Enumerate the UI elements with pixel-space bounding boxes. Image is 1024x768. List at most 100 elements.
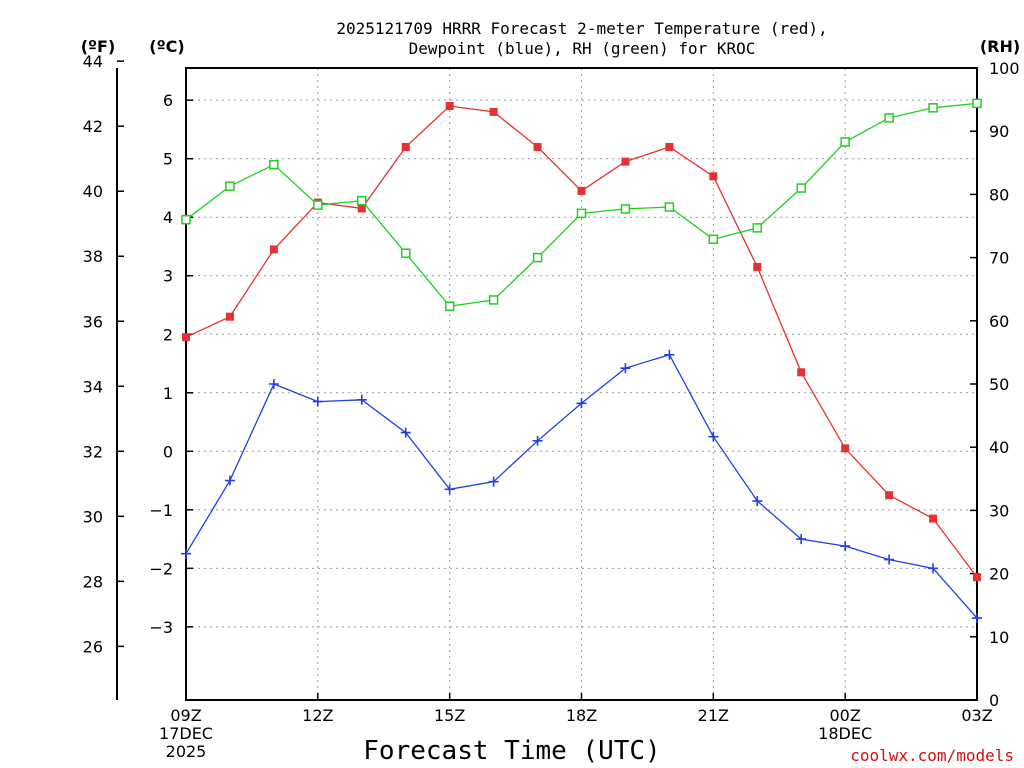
dewpoint-point	[928, 563, 939, 574]
celsius-tick-label: 6	[163, 91, 173, 110]
temperature-point	[577, 186, 586, 195]
celsius-tick-label: 3	[163, 267, 173, 286]
temperature-point	[797, 368, 806, 377]
rh-point	[884, 113, 894, 123]
rh-point	[181, 214, 191, 225]
dewpoint-point	[444, 484, 455, 495]
x-tick-label: 00Z	[830, 706, 861, 725]
fahrenheit-tick-label: 32	[83, 442, 103, 461]
rh-point	[620, 204, 631, 214]
rh-tick-label: 60	[989, 312, 1009, 331]
grid-layer	[186, 68, 977, 700]
x-axis-label: Forecast Time (UTC)	[363, 736, 660, 766]
rh-point	[532, 252, 543, 263]
x-tick-label: 2025	[166, 742, 207, 761]
plot-frame	[185, 67, 978, 701]
temperature-point	[885, 491, 894, 500]
fahrenheit-tick-label: 34	[83, 377, 103, 396]
celsius-tick-label: 2	[163, 325, 173, 344]
dewpoint-point	[268, 379, 279, 389]
dewpoint-point	[840, 541, 851, 552]
rh-point	[928, 103, 938, 113]
x-tick-label: 18DEC	[818, 724, 872, 743]
fahrenheit-tick-label: 28	[83, 572, 103, 591]
fahrenheit-tick-label: 42	[83, 117, 103, 136]
dewpoint-point	[181, 548, 191, 559]
rh-point	[400, 248, 411, 258]
rh-point	[972, 98, 982, 109]
temperature-point	[973, 573, 981, 582]
fahrenheit-tick-label: 38	[83, 247, 103, 266]
temperature-point	[665, 143, 674, 151]
dewpoint-point	[576, 398, 587, 409]
temperature-point	[709, 172, 718, 181]
dewpoint-point	[224, 475, 235, 486]
temperature-point	[225, 312, 234, 321]
temperature-point	[533, 143, 542, 151]
rh-tick-label: 20	[989, 565, 1009, 584]
temperature-point	[269, 245, 278, 254]
temperature-point	[753, 262, 762, 271]
celsius-tick-label: −3	[149, 618, 173, 637]
celsius-unit-label: (ºC)	[149, 37, 184, 56]
temperature-point	[357, 204, 366, 213]
x-tick-label: 17DEC	[159, 724, 213, 743]
fahrenheit-tick-label: 40	[83, 182, 103, 201]
chart-title-line2: Dewpoint (blue), RH (green) for KROC	[409, 39, 756, 58]
x-tick-label: 03Z	[961, 706, 992, 725]
temperature-point	[841, 444, 850, 453]
fahrenheit-tick-label: 36	[83, 312, 103, 331]
x-tick-label: 15Z	[434, 706, 465, 725]
temperature-point	[929, 514, 938, 523]
dewpoint-point	[796, 534, 807, 545]
rh-tick-label: 10	[989, 628, 1009, 647]
rh-point	[576, 208, 587, 219]
fahrenheit-tick-label: 26	[83, 637, 103, 656]
axis-layer: 26283032343638404244−3−2−101234560102030…	[83, 52, 1020, 761]
celsius-tick-label: −1	[149, 501, 173, 520]
celsius-tick-label: 0	[163, 442, 173, 461]
temperature-point	[621, 157, 630, 166]
dewpoint-point	[620, 363, 631, 374]
rh-point	[796, 183, 806, 193]
dewpoint-point	[664, 349, 675, 360]
dewpoint-point	[488, 476, 499, 487]
x-tick-label: 21Z	[698, 706, 729, 725]
rh-point	[357, 195, 367, 206]
rh-point	[225, 181, 235, 191]
x-tick-label: 12Z	[302, 706, 333, 725]
x-tick-label: 09Z	[170, 706, 201, 725]
rh-point	[752, 223, 763, 233]
dewpoint-point	[752, 496, 763, 507]
rh-tick-label: 30	[989, 501, 1009, 520]
series-layer	[181, 98, 982, 624]
celsius-tick-label: 4	[163, 208, 173, 227]
rh-point	[313, 200, 323, 210]
rh-point	[488, 295, 499, 305]
dewpoint-point	[400, 427, 411, 438]
fahrenheit-tick-label: 44	[83, 52, 103, 71]
x-tick-label: 18Z	[566, 706, 597, 725]
fahrenheit-tick-label: 30	[83, 507, 103, 526]
rh-tick-label: 100	[989, 59, 1020, 78]
temperature-point	[401, 143, 410, 151]
credit-text: coolwx.com/models	[850, 746, 1014, 765]
rh-tick-label: 50	[989, 375, 1009, 394]
rh-point	[664, 202, 675, 212]
rh-tick-label: 0	[989, 691, 999, 710]
rh-point	[708, 234, 719, 245]
rh-point	[444, 301, 455, 312]
dewpoint-point	[708, 431, 719, 442]
rh-point	[840, 137, 850, 147]
rh-point	[269, 159, 279, 170]
temperature-point	[182, 333, 190, 342]
rh-tick-label: 70	[989, 249, 1009, 268]
temperature-point	[489, 107, 498, 116]
rh-tick-label: 80	[989, 185, 1009, 204]
dewpoint-point	[532, 435, 543, 446]
celsius-tick-label: −2	[149, 559, 173, 578]
dewpoint-point	[884, 554, 895, 565]
celsius-tick-label: 5	[163, 150, 173, 169]
celsius-tick-label: 1	[163, 384, 173, 403]
